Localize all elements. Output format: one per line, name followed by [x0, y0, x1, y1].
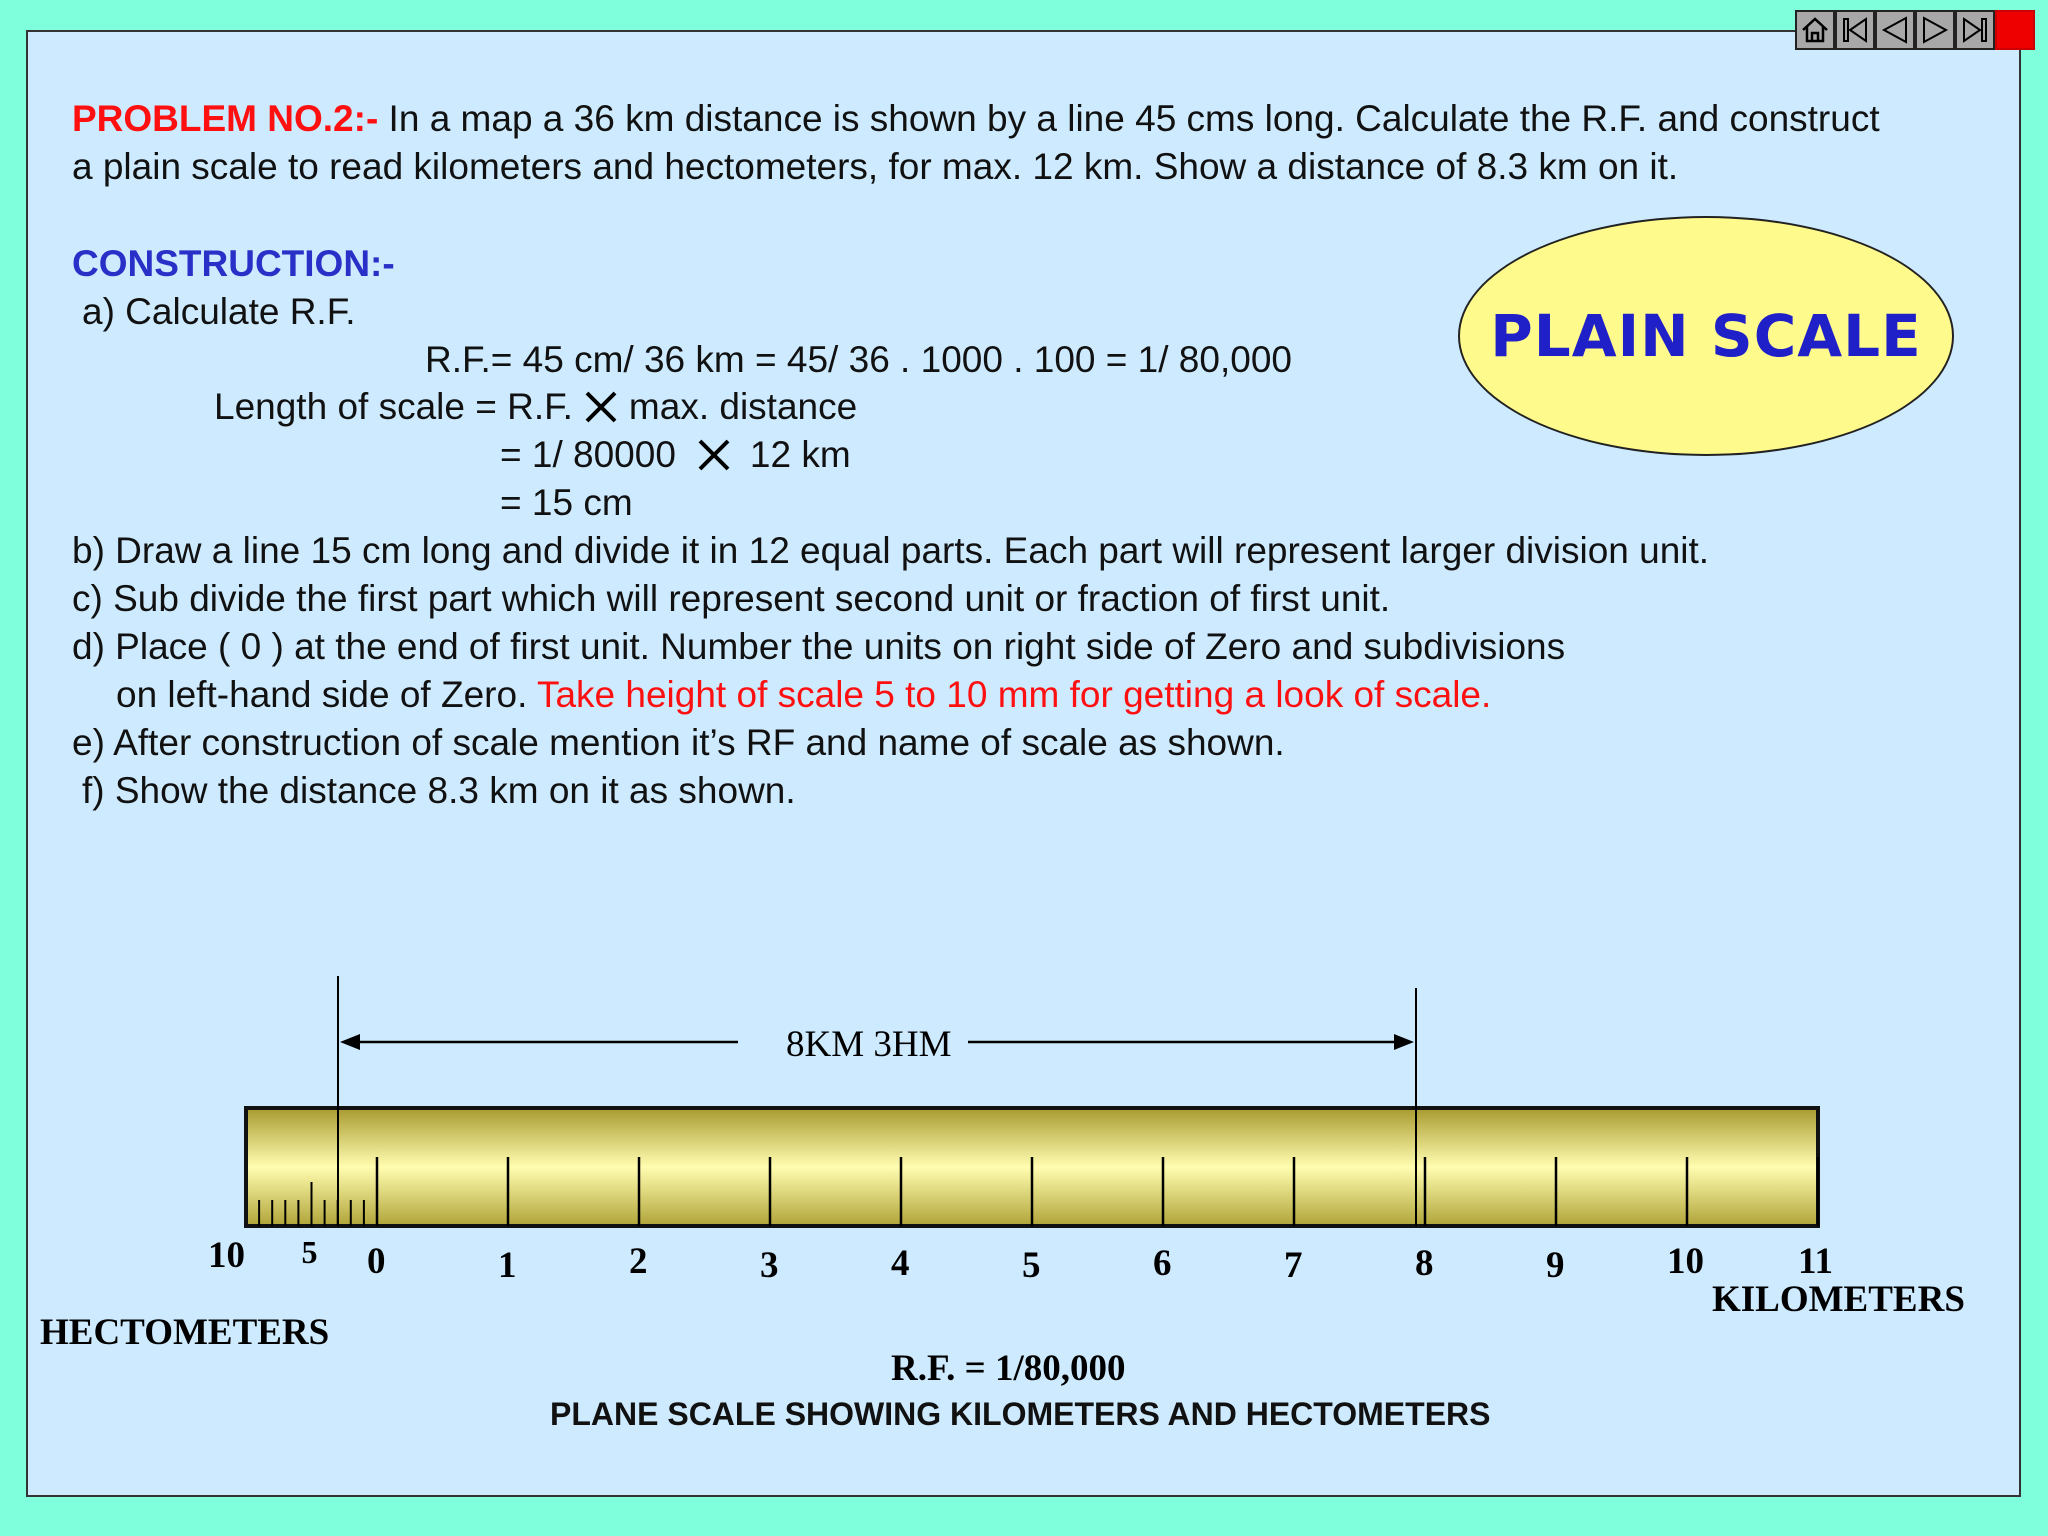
km-label: 1: [498, 1245, 517, 1286]
length-line-3: = 15 cm: [500, 482, 633, 523]
scale-ticks: [258, 1157, 1820, 1226]
hecto-label: 5: [301, 1234, 318, 1270]
rf-label: R.F. = 1/80,000: [891, 1348, 1126, 1389]
measure-label: 8KM 3HM: [786, 1024, 952, 1065]
length2-post: 12 km: [749, 434, 851, 475]
step-d-2-note: Take height of scale 5 to 10 mm for gett…: [536, 674, 1492, 715]
rf-formula: R.F.= 45 cm/ 36 km = 45/ 36 . 1000 . 100…: [425, 339, 1292, 380]
length-line-1: Length of scale = R.F. max. distance: [214, 386, 857, 428]
km-label: 2: [629, 1241, 648, 1282]
home-icon: [1802, 17, 1828, 43]
step-e: e) After construction of scale mention i…: [72, 722, 1285, 763]
first-slide-button[interactable]: [1835, 10, 1875, 50]
home-button[interactable]: [1795, 10, 1835, 50]
last-icon: [1963, 17, 1987, 43]
first-icon: [1843, 17, 1867, 43]
problem-line-2: a plain scale to read kilometers and hec…: [72, 146, 1679, 187]
next-slide-button[interactable]: [1915, 10, 1955, 50]
length-post: max. distance: [628, 386, 858, 427]
nav-bar: [1795, 10, 2035, 50]
step-a: a) Calculate R.F.: [82, 291, 356, 332]
kilometers-label: KILOMETERS: [1712, 1279, 1965, 1320]
km-label: 10: [1667, 1241, 1704, 1282]
step-d-1: d) Place ( 0 ) at the end of first unit.…: [72, 626, 1566, 667]
plain-scale-title: PLAIN SCALE: [1490, 302, 1922, 370]
scale-caption: PLANE SCALE SHOWING KILOMETERS AND HECTO…: [550, 1396, 1491, 1432]
length-line-2: = 1/ 80000 12 km: [500, 434, 851, 476]
prev-slide-button[interactable]: [1875, 10, 1915, 50]
km-label: 4: [891, 1243, 910, 1284]
multiply-icon: [698, 439, 730, 471]
km-label: 9: [1546, 1245, 1565, 1286]
km-label: 3: [760, 1245, 779, 1286]
multiply-icon: [585, 391, 617, 423]
problem-line-1: PROBLEM NO.2:- In a map a 36 km distance…: [72, 98, 1880, 140]
last-slide-button[interactable]: [1955, 10, 1995, 50]
step-f: f) Show the distance 8.3 km on it as sho…: [82, 770, 796, 811]
km-label: 7: [1284, 1245, 1303, 1286]
step-d-2-text: on left-hand side of Zero.: [116, 674, 537, 715]
km-label: 11: [1798, 1241, 1833, 1282]
prev-icon: [1881, 16, 1907, 44]
step-d-2: on left-hand side of Zero. Take height o…: [116, 674, 1491, 716]
step-c: c) Sub divide the first part which will …: [72, 578, 1391, 619]
km-label: 5: [1022, 1245, 1041, 1286]
length-pre: Length of scale = R.F.: [214, 386, 573, 427]
length2-pre: = 1/ 80000: [500, 434, 676, 475]
problem-label: PROBLEM NO.2:-: [72, 98, 379, 139]
km-label: 8: [1415, 1243, 1434, 1284]
arrow-right-head: [1394, 1034, 1414, 1050]
exit-button[interactable]: [1995, 10, 2035, 50]
construction-heading: CONSTRUCTION:-: [72, 243, 395, 284]
plain-scale-badge: PLAIN SCALE: [1458, 216, 1954, 456]
arrow-left-head: [340, 1034, 360, 1050]
next-icon: [1923, 16, 1949, 44]
hectometers-label: HECTOMETERS: [40, 1312, 330, 1353]
km-label: 0: [367, 1241, 386, 1282]
km-label: 6: [1153, 1243, 1172, 1284]
hecto-label: 10: [208, 1235, 245, 1276]
problem-text-1: In a map a 36 km distance is shown by a …: [378, 98, 1880, 139]
step-b: b) Draw a line 15 cm long and divide it …: [72, 530, 1710, 571]
